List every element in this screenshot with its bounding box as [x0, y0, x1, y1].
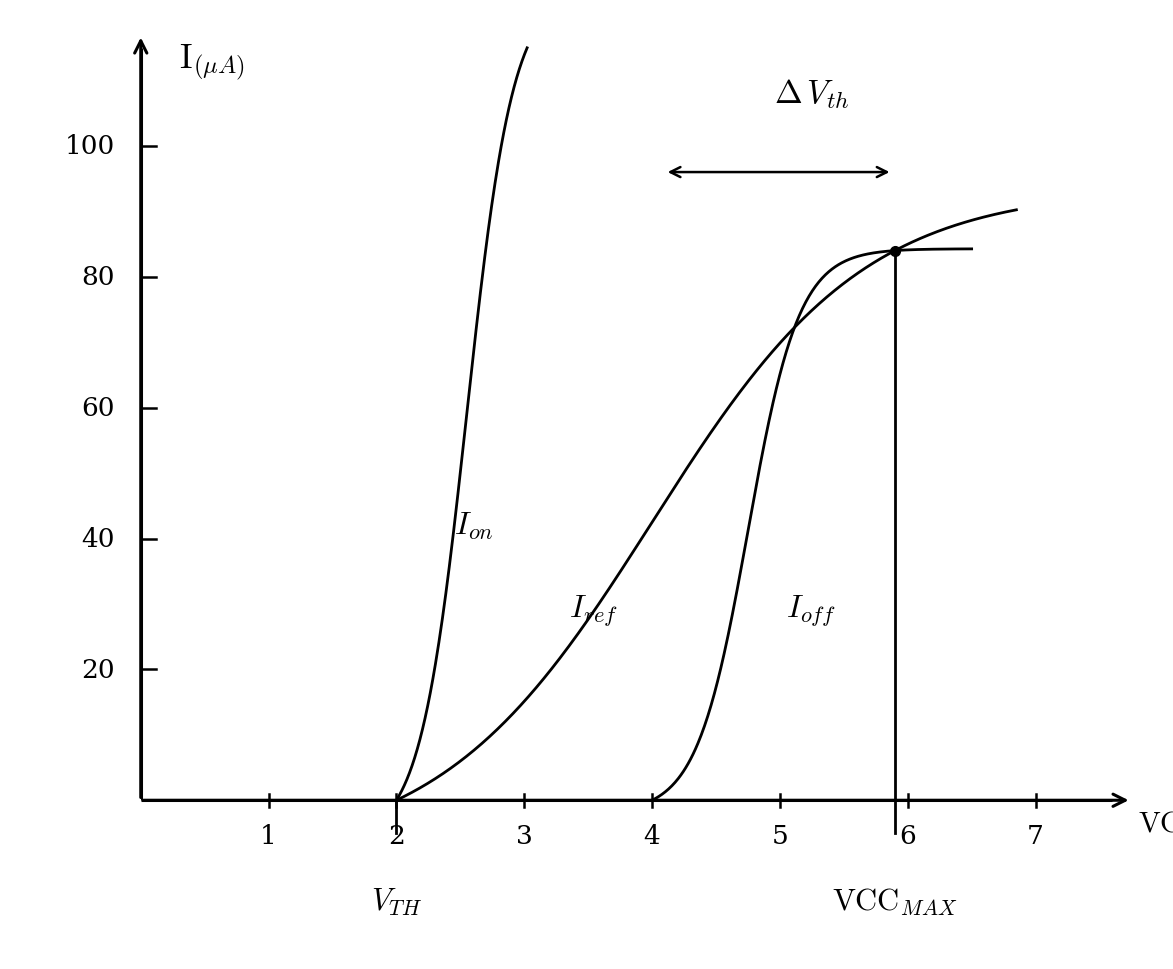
Text: 3: 3 [516, 824, 533, 848]
Text: 6: 6 [900, 824, 916, 848]
Text: 1: 1 [260, 824, 277, 848]
Text: 80: 80 [82, 265, 115, 290]
Text: 20: 20 [82, 657, 115, 682]
Text: $I_{on}$: $I_{on}$ [454, 510, 494, 542]
Text: 5: 5 [772, 824, 788, 848]
Text: $V_{TH}$: $V_{TH}$ [371, 886, 422, 917]
Text: $I_{ref}$: $I_{ref}$ [569, 593, 618, 629]
Text: $\mathrm{VCC(V)}$: $\mathrm{VCC(V)}$ [1138, 807, 1173, 840]
Text: 2: 2 [388, 824, 405, 848]
Text: 7: 7 [1028, 824, 1044, 848]
Text: $I_{off}$: $I_{off}$ [786, 593, 836, 629]
Text: $\Delta\,V_{th}$: $\Delta\,V_{th}$ [773, 78, 849, 111]
Text: $\mathrm{VCC}_{MAX}$: $\mathrm{VCC}_{MAX}$ [832, 886, 957, 917]
Text: 100: 100 [65, 135, 115, 159]
Text: $\mathrm{I}_{(\mu A)}$: $\mathrm{I}_{(\mu A)}$ [179, 42, 245, 82]
Text: 4: 4 [644, 824, 660, 848]
Text: 60: 60 [82, 395, 115, 421]
Text: 40: 40 [82, 526, 115, 551]
